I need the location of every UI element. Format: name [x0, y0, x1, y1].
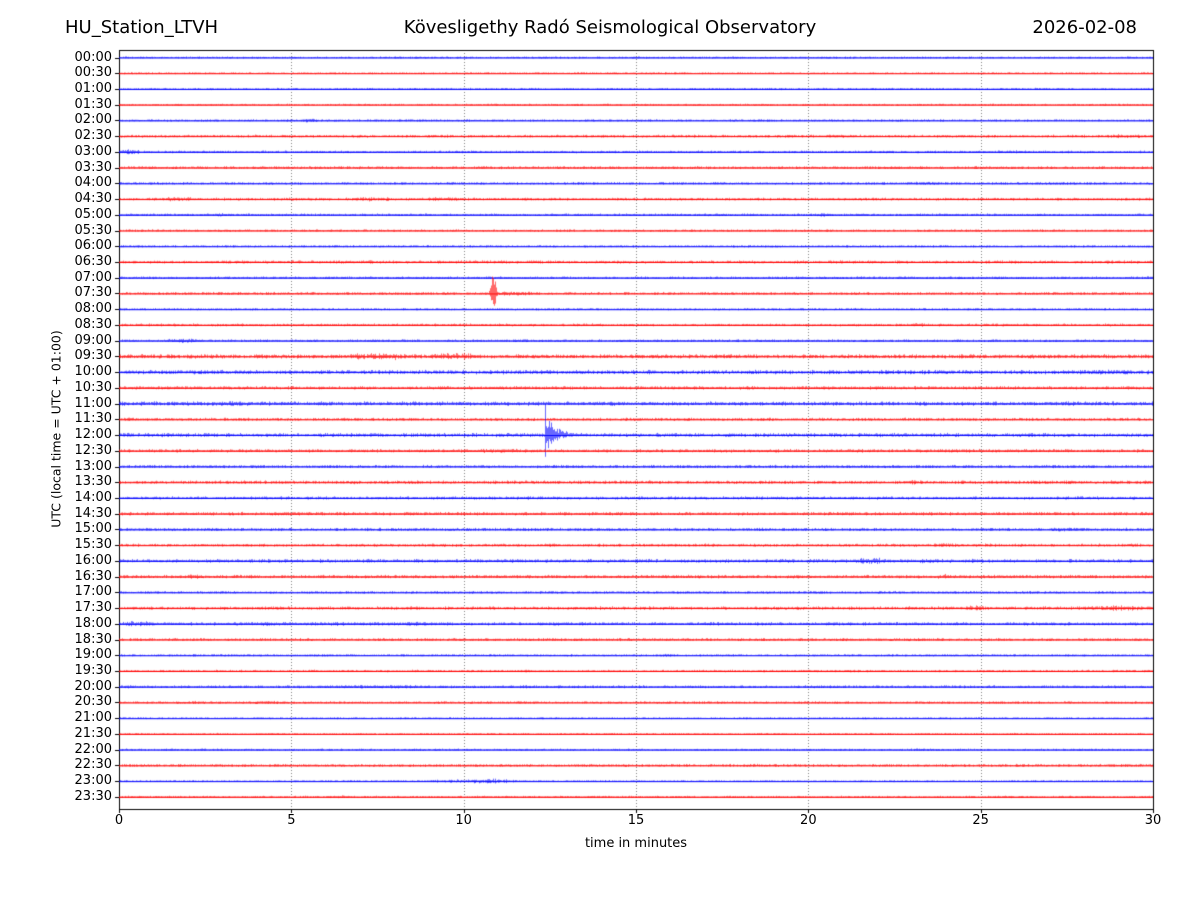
x-tick-label: 10 — [455, 813, 472, 828]
y-tick-label: 14:30 — [74, 505, 112, 521]
y-tick-label: 12:00 — [74, 427, 112, 443]
y-tick-label: 09:00 — [74, 332, 112, 348]
y-tick-label: 19:30 — [74, 663, 112, 678]
y-tick-label: 09:30 — [74, 348, 112, 364]
y-tick-label: 21:30 — [74, 725, 112, 741]
y-tick-label: 05:00 — [74, 206, 112, 222]
x-tick-label: 25 — [972, 813, 989, 828]
y-tick-label: 17:00 — [74, 584, 112, 600]
y-tick-label: 11:00 — [74, 395, 112, 411]
y-tick-label: 20:30 — [74, 694, 112, 710]
y-tick-label: 06:00 — [74, 238, 112, 254]
y-tick-label: 11:30 — [74, 411, 112, 427]
y-tick-label: 01:00 — [74, 80, 112, 96]
y-tick-label: 03:30 — [74, 159, 112, 175]
y-tick-label: 08:30 — [74, 316, 112, 332]
y-tick-label: 15:00 — [74, 521, 112, 537]
y-tick-label: 13:00 — [74, 458, 112, 474]
y-tick-label: 16:30 — [74, 568, 112, 584]
y-tick-label: 01:30 — [74, 96, 112, 112]
y-tick-label: 07:00 — [74, 269, 112, 285]
x-tick-label: 20 — [800, 813, 817, 828]
y-tick-label: 08:00 — [74, 301, 112, 317]
observatory-title: Kövesligethy Radó Seismological Observat… — [403, 17, 817, 38]
y-tick-label: 14:00 — [74, 489, 112, 505]
y-tick-label: 16:00 — [74, 552, 112, 568]
y-tick-label: 07:30 — [74, 285, 112, 301]
station-title: HU_Station_LTVH — [65, 17, 219, 38]
y-tick-label: 12:30 — [74, 442, 112, 458]
y-tick-label: 04:30 — [74, 191, 112, 207]
y-tick-label: 17:30 — [74, 600, 112, 616]
y-tick-label: 23:00 — [74, 773, 112, 789]
y-tick-label: 20:00 — [74, 678, 112, 694]
y-tick-label: 10:30 — [74, 379, 112, 395]
y-tick-label: 04:00 — [74, 175, 112, 191]
y-tick-label: 15:30 — [74, 537, 112, 553]
y-tick-label: 18:30 — [74, 631, 112, 647]
y-tick-label: 23:30 — [74, 788, 112, 804]
y-tick-label: 22:30 — [74, 757, 112, 773]
date-title: 2026-02-08 — [1032, 17, 1137, 38]
y-tick-label: 10:00 — [74, 364, 112, 380]
x-axis-label: time in minutes — [584, 836, 688, 851]
y-tick-label: 13:30 — [74, 474, 112, 490]
y-tick-label: 19:00 — [74, 647, 112, 663]
y-tick-label: 05:30 — [74, 222, 112, 238]
y-tick-label: 06:30 — [74, 254, 112, 269]
x-tick-label: 30 — [1144, 813, 1162, 828]
y-tick-label: 02:30 — [74, 128, 112, 144]
y-tick-label: 02:00 — [74, 112, 112, 128]
y-tick-label: 00:00 — [74, 49, 112, 65]
y-tick-label: 18:00 — [74, 615, 112, 631]
x-tick-label: 5 — [287, 813, 296, 828]
y-tick-label: 22:00 — [74, 741, 112, 757]
y-tick-label: 00:30 — [74, 65, 112, 81]
y-tick-label: 03:00 — [74, 143, 112, 159]
x-tick-label: 0 — [114, 813, 124, 828]
y-tick-label: 21:00 — [74, 710, 112, 726]
x-tick-label: 15 — [627, 813, 645, 828]
